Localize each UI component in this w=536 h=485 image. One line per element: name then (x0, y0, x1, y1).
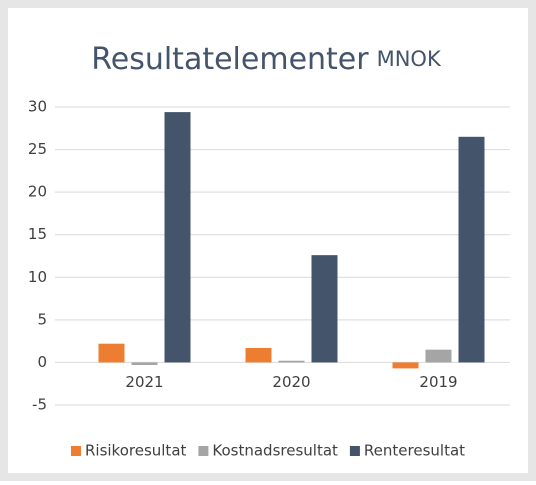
legend-label: Risikoresultat (85, 442, 187, 460)
bar (164, 112, 191, 363)
y-tick-label: 15 (28, 225, 47, 243)
legend-swatch (70, 446, 81, 456)
legend-label: Renteresultat (364, 442, 465, 460)
bar (392, 362, 419, 369)
title-unit: MNOK (377, 47, 442, 71)
title-main: Resultatelementer (91, 42, 369, 77)
bar (98, 343, 125, 363)
x-tick-label: 2021 (125, 373, 163, 391)
legend-label: Kostnadsresultat (212, 442, 338, 460)
bar (278, 360, 305, 363)
bar (425, 349, 452, 363)
y-tick-label: 0 (37, 353, 47, 371)
chart-title: Resultatelementer MNOK (91, 42, 442, 77)
bar (311, 255, 338, 363)
x-tick-label: 2020 (272, 373, 310, 391)
bar (245, 347, 272, 363)
legend-swatch (198, 446, 209, 456)
chart-area (8, 8, 528, 473)
y-tick-label: 30 (28, 98, 47, 116)
y-tick-label: 5 (37, 310, 47, 328)
legend: Risikoresultat Kostnadsresultat Renteresul… (70, 442, 465, 460)
y-tick-label: 10 (28, 268, 47, 286)
y-tick-label: 20 (28, 183, 47, 201)
y-tick-label: -5 (32, 396, 47, 414)
bar (458, 136, 485, 363)
bar (131, 362, 158, 365)
x-tick-label: 2019 (419, 373, 457, 391)
y-tick-label: 25 (28, 140, 47, 158)
legend-swatch (349, 446, 360, 456)
